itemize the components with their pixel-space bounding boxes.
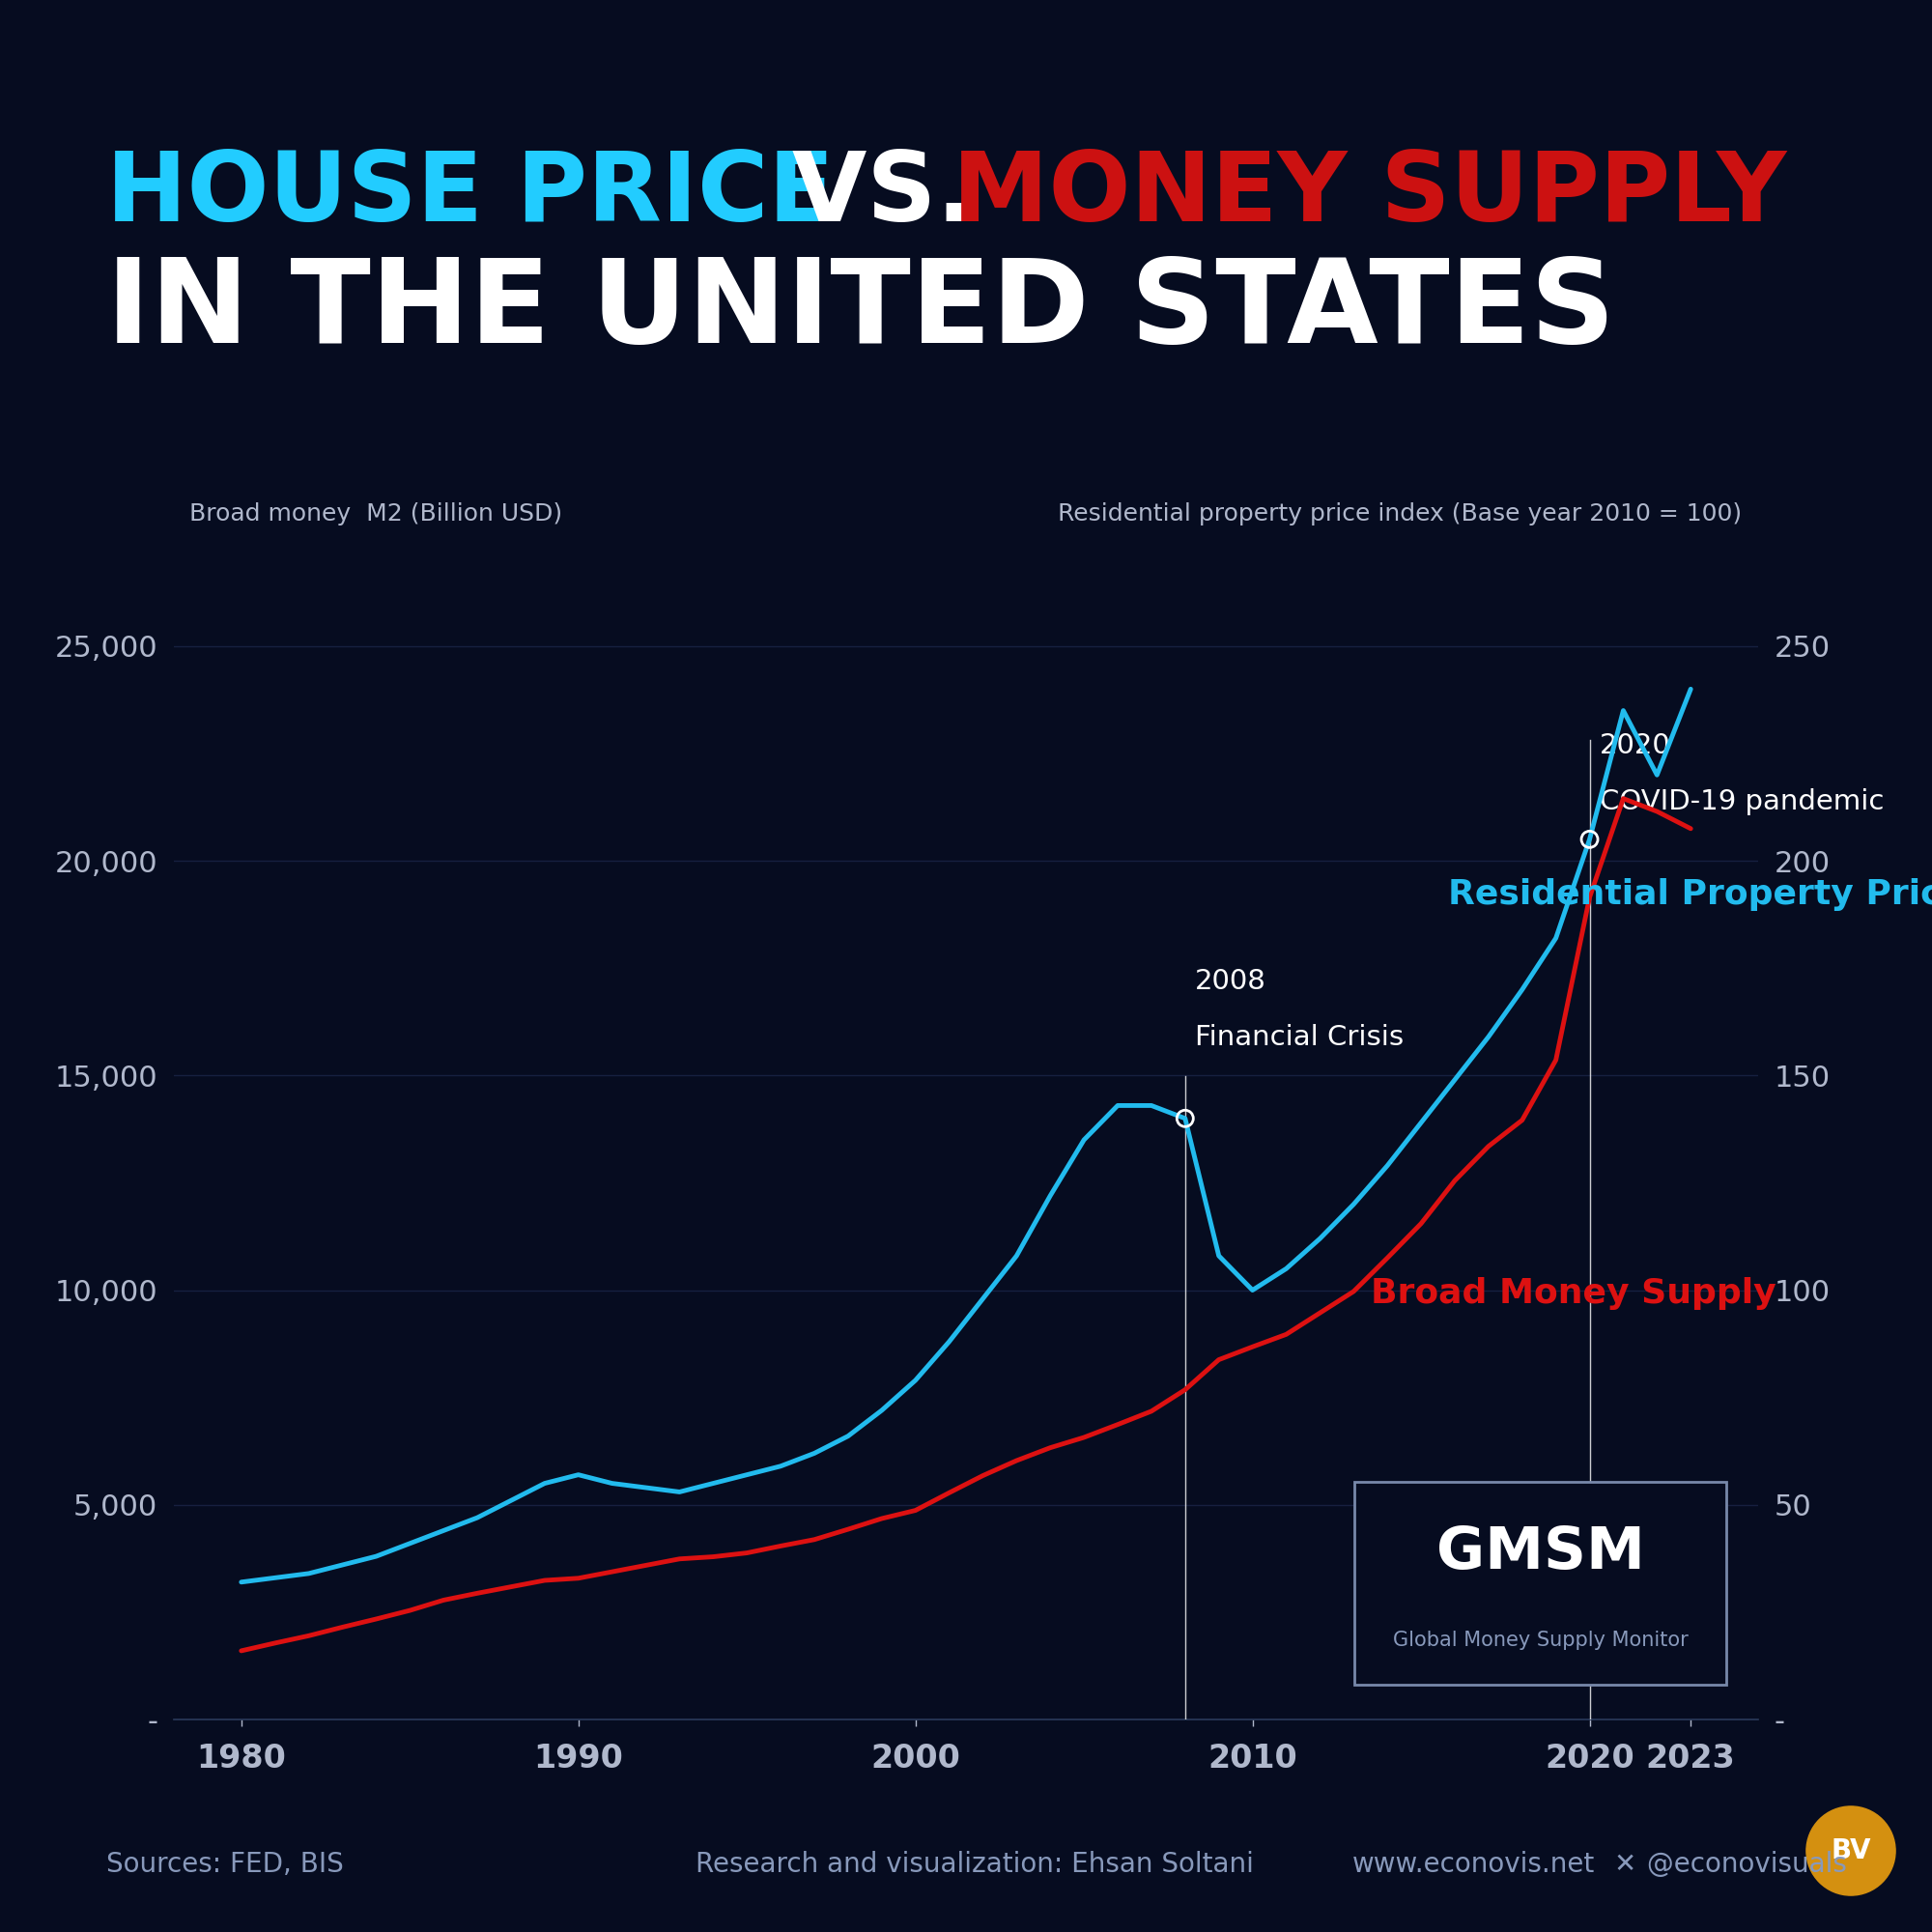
Text: BV: BV [1832,1837,1870,1864]
Text: www.econovis.net: www.econovis.net [1352,1851,1596,1878]
Text: COVID-19 pandemic: COVID-19 pandemic [1600,788,1884,815]
Text: MONEY SUPPLY: MONEY SUPPLY [952,149,1787,242]
FancyBboxPatch shape [1354,1482,1727,1685]
Text: 2020: 2020 [1600,732,1671,759]
Text: Broad Money Supply: Broad Money Supply [1370,1277,1776,1310]
Text: Sources: FED, BIS: Sources: FED, BIS [106,1851,344,1878]
Text: VS.: VS. [792,149,1007,242]
Text: ✕: ✕ [1613,1851,1636,1878]
Point [1169,1103,1200,1134]
Text: Research and visualization: Ehsan Soltani: Research and visualization: Ehsan Soltan… [696,1851,1254,1878]
Text: Global Money Supply Monitor: Global Money Supply Monitor [1393,1631,1689,1650]
Text: Residential property price index (Base year 2010 = 100): Residential property price index (Base y… [1059,502,1743,526]
Point [1575,823,1605,854]
Text: Residential Property Price Index: Residential Property Price Index [1447,877,1932,910]
Text: GMSM: GMSM [1435,1524,1644,1580]
Text: Financial Crisis: Financial Crisis [1196,1024,1405,1051]
Text: IN THE UNITED STATES: IN THE UNITED STATES [106,253,1615,367]
Text: @econovisuals: @econovisuals [1638,1851,1847,1878]
Circle shape [1806,1806,1895,1895]
Text: Broad money  M2 (Billion USD): Broad money M2 (Billion USD) [189,502,562,526]
Text: 2008: 2008 [1196,968,1267,995]
Text: HOUSE PRICE: HOUSE PRICE [106,149,867,242]
